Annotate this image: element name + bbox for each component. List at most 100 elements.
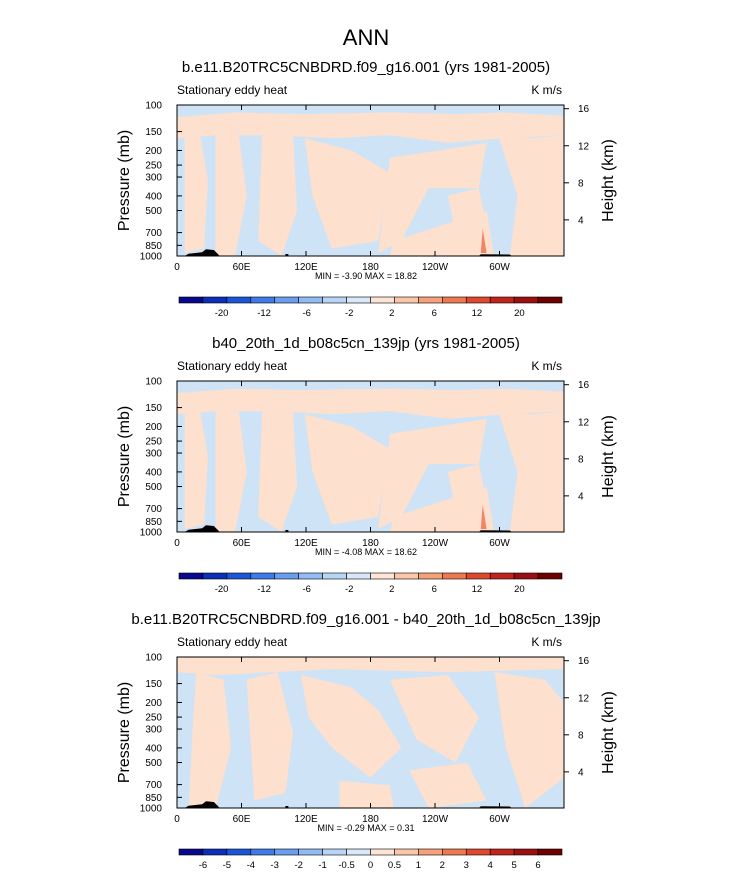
y-right-tick-label: 12 bbox=[578, 141, 590, 152]
y-axis-right: 4 8 12 16 bbox=[564, 656, 590, 778]
warm-region bbox=[389, 675, 479, 763]
y-axis-label: Pressure (mb) bbox=[116, 682, 133, 783]
colorbar-label: 5 bbox=[511, 860, 516, 871]
colorbar-label: -20 bbox=[215, 308, 229, 319]
contour-field bbox=[177, 105, 564, 256]
colorbar-box bbox=[465, 296, 491, 304]
x-tick-label: 60W bbox=[489, 538, 510, 549]
colorbar: -6 -5 -4 -3 -2 -1 -0.5 0 0.5 1 2 3 4 5 6 bbox=[178, 848, 563, 871]
y-tick-label: 100 bbox=[145, 653, 162, 664]
x-tick-label: 120W bbox=[422, 262, 449, 273]
y-right-tick-label: 4 bbox=[578, 491, 584, 502]
min-max-text: MIN = -3.90 MAX = 18.82 bbox=[315, 271, 417, 281]
warm-region bbox=[378, 142, 487, 253]
colorbar-label: 1 bbox=[416, 860, 421, 871]
warm-region bbox=[300, 675, 402, 778]
colorbar-label: -12 bbox=[257, 308, 271, 319]
warm-region bbox=[184, 411, 208, 529]
y-tick-label: 1000 bbox=[140, 252, 163, 263]
warm-region bbox=[447, 464, 487, 510]
y-right-tick-label: 4 bbox=[578, 215, 584, 226]
warm-region bbox=[215, 135, 247, 256]
colorbar-label: -6 bbox=[302, 584, 310, 595]
y-right-tick-label: 8 bbox=[578, 454, 584, 465]
warm-region bbox=[304, 414, 390, 525]
x-tick-label: 120W bbox=[422, 814, 449, 825]
y-tick-label: 250 bbox=[145, 161, 162, 172]
colorbar-box bbox=[442, 572, 467, 580]
colorbar-box bbox=[298, 572, 323, 580]
topography-small bbox=[285, 530, 289, 532]
topography-small bbox=[285, 806, 289, 808]
chart-panel-2: b40_20th_1d_b08c5cn_139jp (yrs 1981-2005… bbox=[116, 335, 617, 595]
colorbar-box bbox=[418, 572, 443, 580]
contour-field bbox=[177, 657, 564, 808]
colorbar-box bbox=[394, 848, 419, 856]
y-tick-label: 100 bbox=[145, 101, 162, 112]
y-tick-label: 500 bbox=[145, 206, 162, 217]
colorbar-label: -12 bbox=[257, 584, 271, 595]
warm-region bbox=[258, 135, 297, 256]
min-max-text: MIN = -4.08 MAX = 18.62 bbox=[315, 547, 417, 557]
panel-left-string: Stationary eddy heat bbox=[177, 359, 288, 373]
y-right-tick-label: 8 bbox=[578, 178, 584, 189]
panel-title: b.e11.B20TRC5CNBDRD.f09_g16.001 - b40_20… bbox=[131, 611, 600, 628]
warm-region bbox=[246, 672, 294, 801]
warm-region bbox=[188, 672, 232, 808]
x-tick-label: 0 bbox=[174, 814, 180, 825]
colorbar-box bbox=[226, 572, 252, 580]
colorbar-box bbox=[346, 848, 371, 856]
colorbar-box bbox=[370, 296, 395, 304]
colorbar-box bbox=[370, 848, 395, 856]
x-axis: 0 60E 120E 180 120W 60W bbox=[174, 381, 510, 549]
y-tick-label: 500 bbox=[145, 758, 162, 769]
strong-positive-feature bbox=[480, 228, 487, 253]
colorbar-box bbox=[226, 848, 252, 856]
colorbar-box bbox=[442, 848, 467, 856]
colorbar-box bbox=[537, 572, 563, 580]
colorbar-label: 2 bbox=[440, 860, 445, 871]
y-axis-right-label: Height (km) bbox=[600, 415, 617, 498]
panel-right-string: K m/s bbox=[531, 635, 562, 649]
y-tick-label: 1000 bbox=[140, 804, 163, 815]
colorbar-box bbox=[465, 572, 491, 580]
y-right-tick-label: 16 bbox=[578, 656, 590, 667]
colorbar-box bbox=[513, 572, 539, 580]
warm-region bbox=[339, 780, 394, 808]
y-axis-label: Pressure (mb) bbox=[116, 406, 133, 507]
y-tick-label: 200 bbox=[145, 698, 162, 709]
colorbar-box bbox=[274, 572, 299, 580]
x-tick-label: 180 bbox=[362, 262, 379, 273]
x-axis: 0 60E 120E 180 120W 60W bbox=[174, 657, 510, 825]
y-tick-label: 250 bbox=[145, 713, 162, 724]
y-tick-label: 400 bbox=[145, 467, 162, 478]
colorbar-label: -1 bbox=[318, 860, 326, 871]
panel-title: b40_20th_1d_b08c5cn_139jp (yrs 1981-2005… bbox=[212, 335, 520, 352]
x-tick-label: 120E bbox=[294, 538, 318, 549]
y-tick-label: 500 bbox=[145, 482, 162, 493]
colorbar-label: -2 bbox=[345, 308, 353, 319]
colorbar-box bbox=[298, 848, 323, 856]
colorbar-box bbox=[489, 848, 515, 856]
colorbar-box bbox=[178, 572, 204, 580]
y-axis-right-label: Height (km) bbox=[600, 691, 617, 774]
colorbar-box bbox=[394, 296, 419, 304]
panel-left-string: Stationary eddy heat bbox=[177, 635, 288, 649]
colorbar-box bbox=[178, 848, 204, 856]
y-tick-label: 700 bbox=[145, 504, 162, 515]
y-tick-label: 700 bbox=[145, 228, 162, 239]
colorbar-box bbox=[537, 296, 563, 304]
colorbar-label: 2 bbox=[389, 308, 394, 319]
warm-region bbox=[447, 188, 487, 234]
colorbar-box bbox=[346, 296, 371, 304]
y-tick-label: 300 bbox=[145, 173, 162, 184]
x-tick-label: 120W bbox=[422, 538, 449, 549]
chart-panel-3: b.e11.B20TRC5CNBDRD.f09_g16.001 - b40_20… bbox=[116, 611, 617, 871]
colorbar-box bbox=[322, 296, 347, 304]
colorbar-box bbox=[370, 572, 395, 580]
colorbar-box bbox=[322, 572, 347, 580]
colorbar-box bbox=[250, 572, 276, 580]
y-tick-label: 200 bbox=[145, 146, 162, 157]
